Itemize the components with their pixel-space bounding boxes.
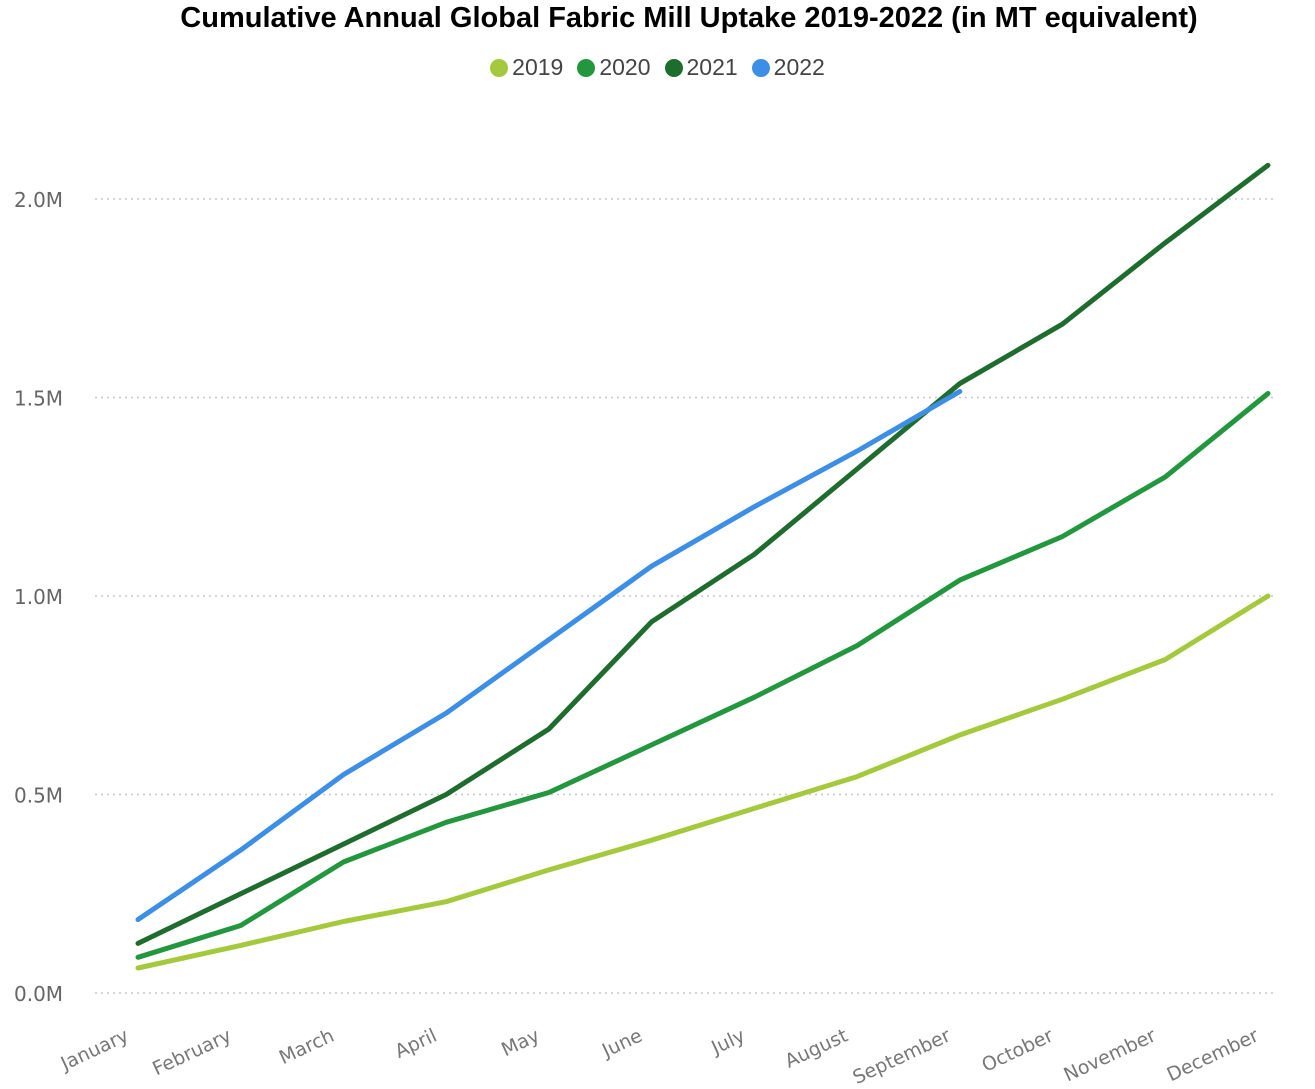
x-tick-label: July bbox=[707, 1025, 748, 1060]
x-tick-label: February bbox=[149, 1025, 235, 1081]
legend-label-2021: 2021 bbox=[686, 54, 738, 80]
x-tick-label: October bbox=[978, 1025, 1056, 1077]
x-tick-label: November bbox=[1061, 1025, 1160, 1087]
legend-item-2019[interactable]: 2019 bbox=[490, 54, 563, 81]
series-line-2022[interactable] bbox=[135, 389, 963, 923]
x-tick-label: September bbox=[849, 1025, 954, 1089]
y-tick-label: 0.5M bbox=[14, 784, 63, 808]
y-tick-label: 2.0M bbox=[14, 188, 63, 212]
y-tick-label: 0.0M bbox=[14, 982, 63, 1006]
x-tick-label: May bbox=[498, 1025, 543, 1062]
x-tick-label: December bbox=[1164, 1025, 1263, 1087]
x-tick-label: March bbox=[276, 1025, 338, 1069]
y-tick-label: 1.5M bbox=[14, 387, 63, 411]
legend-item-2020[interactable]: 2020 bbox=[577, 54, 651, 81]
series-line-2021[interactable] bbox=[135, 162, 1271, 946]
legend-swatch-2022 bbox=[751, 58, 770, 77]
legend-label-2020: 2020 bbox=[599, 54, 651, 80]
x-tick-label: April bbox=[392, 1025, 441, 1063]
series-line-2019[interactable] bbox=[135, 593, 1271, 971]
x-tick-label: June bbox=[598, 1025, 646, 1063]
chart-title: Cumulative Annual Global Fabric Mill Upt… bbox=[180, 2, 1198, 34]
legend-swatch-2020 bbox=[577, 58, 596, 77]
legend-label-2019: 2019 bbox=[512, 54, 564, 80]
legend-label-2022: 2022 bbox=[773, 54, 825, 80]
legend-item-2022[interactable]: 2022 bbox=[751, 54, 825, 81]
x-tick-label: August bbox=[782, 1025, 852, 1073]
legend: 2019 2020 2021 2022 bbox=[0, 54, 1315, 81]
legend-item-2021[interactable]: 2021 bbox=[664, 54, 738, 81]
y-tick-label: 1.0M bbox=[14, 585, 63, 609]
x-tick-label: January bbox=[57, 1025, 132, 1076]
legend-swatch-2019 bbox=[490, 58, 509, 77]
legend-swatch-2021 bbox=[664, 58, 683, 77]
series-line-2020[interactable] bbox=[135, 391, 1271, 960]
